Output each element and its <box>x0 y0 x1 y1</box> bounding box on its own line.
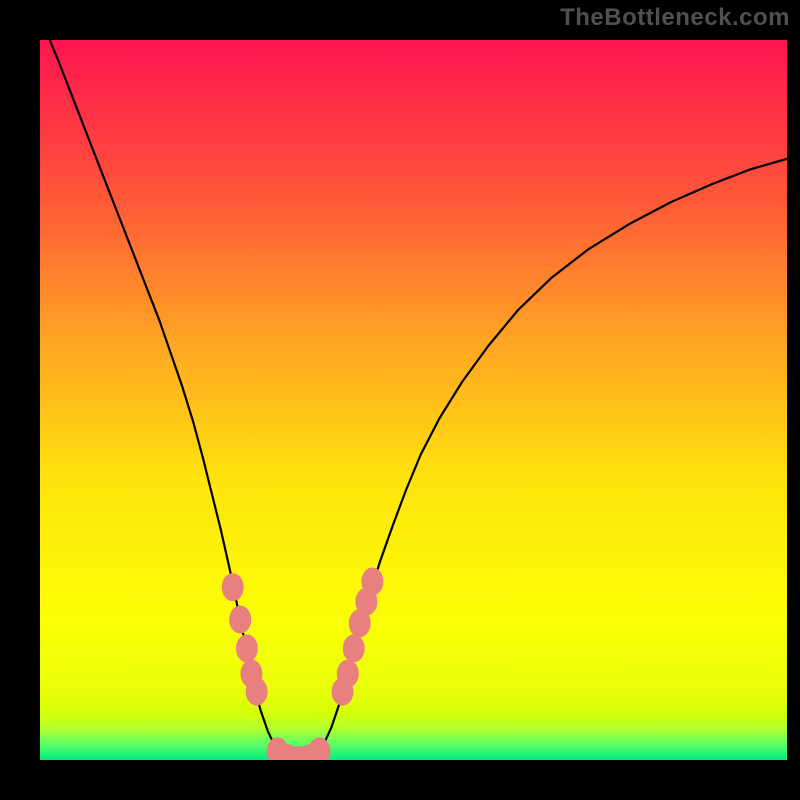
chart-plot-area <box>40 40 787 760</box>
curve-marker <box>343 634 365 662</box>
curve-marker <box>361 567 383 595</box>
curve-marker <box>246 678 268 706</box>
curve-marker <box>236 634 258 662</box>
curve-marker <box>337 660 359 688</box>
curve-marker <box>222 573 244 601</box>
curve-marker <box>308 737 330 760</box>
watermark-text: TheBottleneck.com <box>560 4 790 32</box>
bottleneck-curve-svg <box>40 40 787 760</box>
curve-marker <box>229 606 251 634</box>
bottleneck-curve-path <box>50 40 787 760</box>
